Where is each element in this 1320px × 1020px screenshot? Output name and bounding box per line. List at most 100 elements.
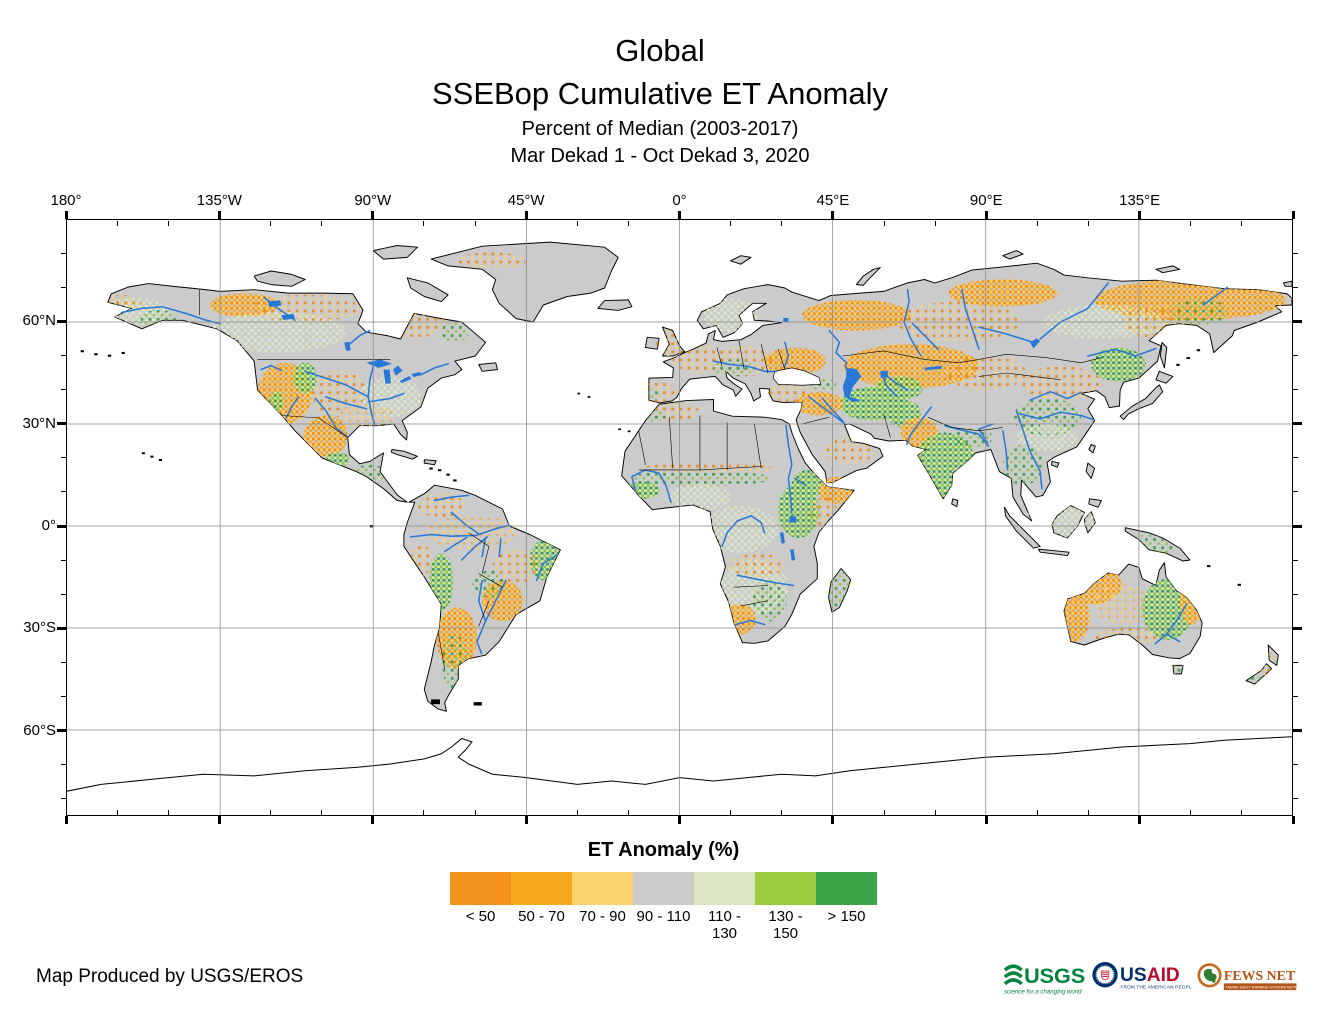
lon-minor-tick (1190, 809, 1192, 815)
lon-minor-tick (730, 809, 732, 815)
lon-minor-tick (1241, 220, 1243, 226)
lat-minor-tick (61, 593, 66, 595)
lon-minor-tick (883, 809, 885, 815)
lon-minor-tick (627, 809, 629, 815)
lon-major-tick (831, 211, 835, 219)
lon-minor-tick (423, 220, 425, 226)
lon-minor-tick (116, 809, 118, 815)
lat-minor-tick (1293, 457, 1298, 459)
logo-row: USGS science for a changing world US AID… (1002, 950, 1302, 1005)
lon-minor-tick (270, 809, 271, 815)
usaid-logo-text-us: US (1120, 965, 1147, 986)
legend-swatch (755, 872, 816, 905)
legend-swatch (816, 872, 877, 905)
lon-major-tick (678, 816, 681, 824)
lon-minor-tick (270, 220, 271, 226)
graticule (67, 220, 1292, 815)
lat-major-tick (1293, 524, 1302, 528)
lat-label: 60°N (22, 312, 56, 330)
legend-bin-label: 90 - 110 (636, 908, 691, 925)
lat-minor-tick (61, 661, 66, 663)
lat-minor-tick (1293, 798, 1298, 800)
lat-minor-tick (61, 764, 66, 766)
lon-minor-tick (1088, 220, 1089, 226)
lat-minor-tick (1293, 286, 1298, 288)
usgs-logo: USGS science for a changing world (1003, 962, 1085, 995)
lat-minor-tick (1293, 491, 1298, 493)
lon-label: 180° (50, 192, 82, 209)
usaid-logo-text-aid: AID (1147, 965, 1180, 986)
lon-major-tick (371, 816, 375, 824)
black-sea (772, 367, 822, 386)
usaid-tagline: FROM THE AMERICAN PEOPLE (1121, 985, 1191, 990)
fewsnet-tagline: FAMINE EARLY WARNING SYSTEMS NETWORK (1225, 985, 1302, 989)
lat-major-tick (57, 422, 66, 426)
anomaly-regions (107, 252, 1286, 690)
lat-minor-tick (61, 491, 66, 493)
lon-major-tick (524, 211, 528, 219)
legend-bin-label: 50 - 70 (518, 908, 565, 925)
legend-color-bar (450, 872, 877, 905)
small-islands (80, 349, 1241, 706)
lat-label: 30°N (22, 414, 56, 432)
lon-minor-tick (730, 220, 732, 226)
legend-swatch (694, 872, 755, 905)
lat-minor-tick (61, 457, 66, 459)
lon-label: 0° (672, 192, 687, 209)
lon-major-tick (1138, 816, 1142, 824)
lon-minor-tick (474, 220, 476, 226)
lat-minor-tick (1293, 593, 1298, 595)
lat-major-tick (1293, 422, 1302, 426)
lon-minor-tick (627, 220, 629, 226)
lon-major-tick (1291, 816, 1295, 824)
lat-minor-tick (61, 286, 66, 288)
lon-major-tick (1291, 211, 1295, 219)
legend-bin-label: < 50 (465, 908, 496, 925)
legend-bin-label: 110 - 130 (707, 908, 742, 942)
lat-major-tick (1293, 319, 1302, 323)
usgs-logo-text: USGS (1024, 962, 1085, 987)
lat-minor-tick (61, 389, 66, 391)
lon-major-tick (371, 211, 375, 219)
lat-major-tick (57, 319, 66, 323)
lon-major-tick (524, 816, 528, 824)
lon-minor-tick (321, 220, 323, 226)
lat-minor-tick (1293, 559, 1298, 561)
lon-minor-tick (116, 220, 118, 226)
lon-major-tick (831, 816, 835, 824)
lon-minor-tick (474, 809, 476, 815)
lat-minor-tick (61, 354, 66, 356)
lat-minor-tick (1293, 354, 1298, 356)
lat-minor-tick (1293, 764, 1298, 766)
lat-minor-tick (1293, 252, 1298, 254)
legend-bin-labels: < 50 50 - 70 70 - 90 90 - 110 110 - 130 130 -… (450, 908, 877, 942)
rivers (120, 282, 1229, 655)
lon-major-tick (984, 816, 988, 824)
legend-swatch (450, 872, 511, 905)
lon-minor-tick (1036, 809, 1038, 815)
lat-minor-tick (61, 696, 66, 698)
lat-major-tick (57, 626, 66, 630)
lat-major-tick (57, 729, 66, 733)
subtitle-period: Mar Dekad 1 - Oct Dekad 3, 2020 (510, 145, 810, 168)
lat-label: 60°S (23, 721, 56, 739)
lon-label: 135°E (1119, 192, 1161, 209)
lat-minor-tick (1293, 389, 1298, 391)
lon-major-tick (1138, 211, 1142, 219)
lon-minor-tick (1088, 809, 1089, 815)
subtitle-median: Percent of Median (2003-2017) (521, 117, 799, 140)
lon-major-tick (64, 816, 68, 824)
lon-label: 90°W (354, 192, 392, 209)
lat-label: 30°S (23, 619, 56, 637)
lat-major-tick (1293, 729, 1302, 733)
lon-minor-tick (934, 220, 936, 226)
page-subtitle-product: SSEBop Cumulative ET Anomaly (431, 75, 889, 111)
lon-minor-tick (321, 809, 323, 815)
lon-minor-tick (1241, 809, 1243, 815)
world-map-svg (67, 220, 1292, 815)
lon-major-tick (984, 211, 988, 219)
legend-bin-label: 130 - 150 (768, 908, 803, 942)
legend-swatch (511, 872, 572, 905)
lon-minor-tick (576, 809, 578, 815)
